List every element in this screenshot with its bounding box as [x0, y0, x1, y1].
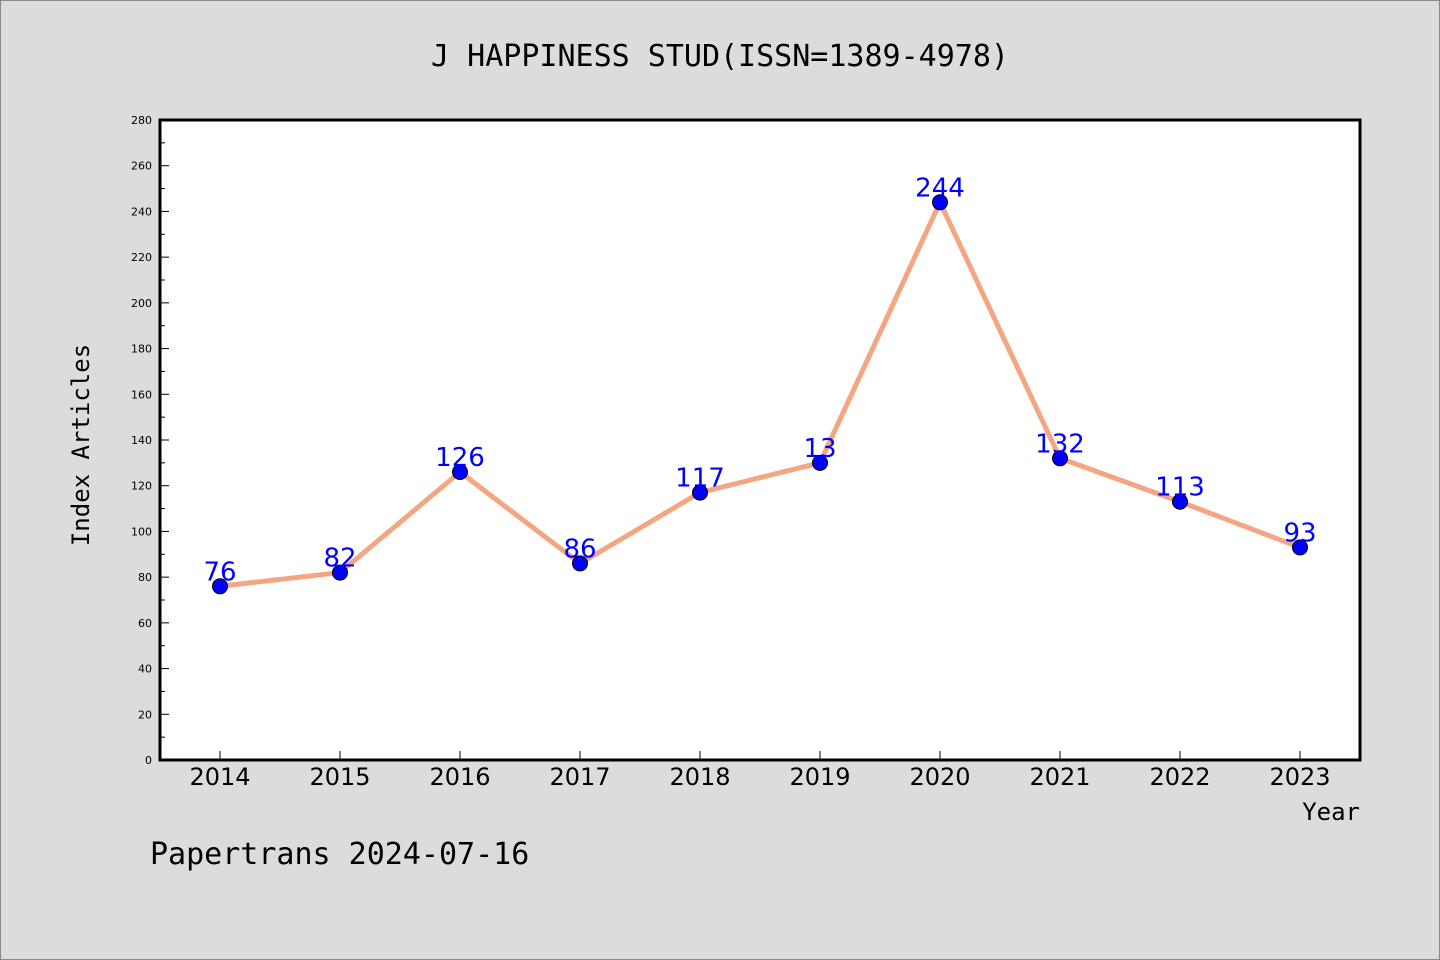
x-tick-label: 2019	[789, 763, 850, 791]
y-tick-label: 60	[138, 617, 152, 630]
y-tick-label: 220	[131, 251, 152, 264]
y-tick-label: 160	[131, 388, 152, 401]
series-line	[219, 199, 1301, 589]
data-label: 13	[803, 434, 836, 464]
plot-area	[158, 118, 1362, 762]
x-tick-label: 2023	[1269, 763, 1330, 791]
data-point	[1292, 539, 1308, 556]
data-label: 76	[203, 557, 236, 587]
data-label: 132	[1035, 429, 1085, 459]
y-tick-label: 20	[138, 708, 152, 721]
data-label: 86	[563, 534, 596, 564]
chart-title: J HAPPINESS STUD(ISSN=1389-4978)	[431, 39, 1009, 74]
series-layer	[212, 194, 1308, 595]
x-tick-label: 2021	[1029, 763, 1090, 791]
x-axis: 2014 2015 2016 2017 2018 2019 2020 2021 2022 2023	[189, 751, 1331, 791]
data-label: 117	[675, 464, 725, 494]
x-tick-label: 2015	[309, 763, 370, 791]
x-tick-label: 2020	[909, 763, 970, 791]
data-label: 244	[915, 173, 965, 203]
y-tick-label: 80	[138, 571, 152, 584]
y-tick-label: 100	[131, 525, 152, 538]
y-tick-label: 280	[131, 114, 152, 127]
x-tick-label: 2017	[549, 763, 610, 791]
data-point	[1172, 493, 1188, 510]
y-axis-title: Index Articles	[67, 344, 95, 546]
data-point	[932, 194, 948, 211]
data-labels: 76 82 126 86 117 13 244 132 113 93	[203, 173, 1316, 587]
footer-source: Papertrans 2024-07-16	[150, 837, 529, 872]
data-point	[692, 484, 708, 501]
data-point	[452, 464, 468, 480]
x-tick-label: 2016	[429, 763, 490, 791]
y-tick-label: 120	[131, 480, 152, 493]
y-tick-label: 260	[131, 160, 152, 173]
data-point	[812, 454, 828, 471]
data-point	[332, 564, 348, 581]
data-label: 126	[435, 443, 485, 473]
y-tick-label: 200	[131, 297, 152, 310]
x-tick-label: 2018	[669, 763, 730, 791]
y-tick-label: 0	[145, 754, 152, 767]
data-point	[1052, 450, 1068, 467]
x-tick-label: 2014	[189, 763, 250, 791]
data-label: 93	[1283, 518, 1316, 548]
y-axis: 0 20 40 60 80 100 120 140 160 180 200 220 240 260 280	[131, 114, 169, 767]
x-axis-title: Year	[1302, 798, 1360, 826]
y-tick-label: 40	[138, 663, 152, 676]
data-label: 82	[323, 544, 356, 574]
x-tick-label: 2022	[1149, 763, 1210, 791]
y-tick-label: 180	[131, 343, 152, 356]
data-point	[572, 555, 588, 572]
y-tick-label: 140	[131, 434, 152, 447]
data-label: 113	[1155, 473, 1205, 503]
y-tick-label: 240	[131, 205, 152, 218]
data-point	[212, 578, 228, 595]
